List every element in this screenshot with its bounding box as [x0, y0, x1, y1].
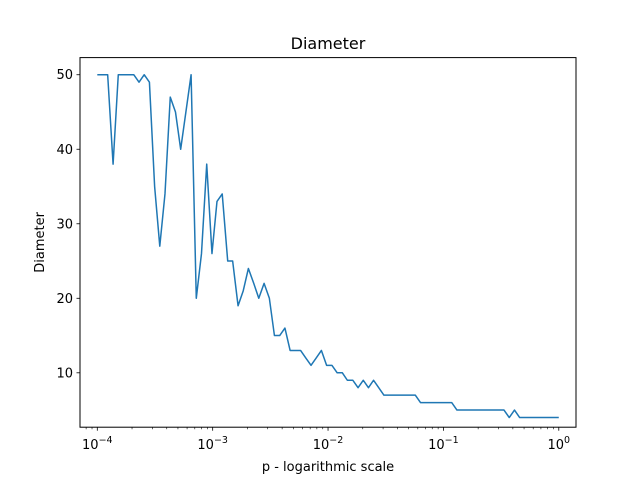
y-tick-label: 50: [56, 68, 73, 83]
y-axis-label: Diameter: [33, 211, 48, 272]
x-tick-label: 10−3: [197, 435, 228, 453]
y-tick-label: 40: [56, 143, 73, 158]
x-tick-label: 100: [547, 435, 570, 453]
x-tick-label: 10−1: [428, 435, 459, 453]
y-tick-label: 30: [56, 217, 73, 232]
x-tick-label: 10−4: [82, 435, 113, 453]
plot-layer: [97, 73, 559, 419]
diameter-series-line: [97, 73, 559, 419]
chart-title: Diameter: [291, 34, 366, 53]
y-tick-label: 20: [56, 292, 73, 307]
y-tick-label: 10: [56, 366, 73, 381]
x-tick-label: 10−2: [313, 435, 344, 453]
y-axis-ticks: 10 20 30 40 50: [56, 68, 80, 381]
x-axis-ticks: 10−4 10−3 10−2 10−1 100: [82, 427, 570, 453]
x-axis-label: p - logarithmic scale: [262, 460, 394, 475]
